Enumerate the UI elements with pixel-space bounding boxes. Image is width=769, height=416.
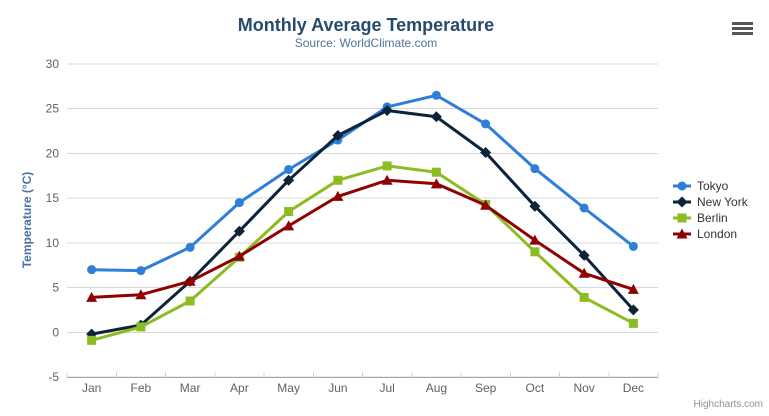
data-point-new-york-oct[interactable] <box>529 200 541 212</box>
hamburger-menu-icon <box>732 27 753 30</box>
data-point-tokyo-sep[interactable] <box>481 119 491 129</box>
x-axis-label-jun: Jun <box>328 381 347 395</box>
series-new-york <box>86 105 639 340</box>
x-axis-label-mar: Mar <box>180 381 201 395</box>
legend-marker-tokyo <box>677 181 687 191</box>
series <box>86 90 639 345</box>
legend-marker-berlin <box>677 213 687 223</box>
data-point-tokyo-mar[interactable] <box>185 242 195 252</box>
legend-label-tokyo: Tokyo <box>697 179 729 193</box>
y-axis-title: Temperature (°C) <box>20 172 34 269</box>
legend-item-tokyo[interactable]: Tokyo <box>673 179 729 193</box>
data-point-london-feb[interactable] <box>135 289 147 300</box>
y-axis-tick-label: 30 <box>46 57 60 71</box>
legend-marker-london <box>676 228 688 239</box>
data-point-tokyo-dec[interactable] <box>628 241 638 251</box>
legend-item-new-york[interactable]: New York <box>673 195 749 209</box>
series-line-london <box>90 178 635 299</box>
x-axis-label-may: May <box>277 381 300 395</box>
context-menu-button[interactable] <box>732 22 753 35</box>
data-point-london-oct[interactable] <box>529 234 541 245</box>
data-point-london-jan[interactable] <box>86 291 98 302</box>
y-axis-tick-label: 15 <box>46 191 60 205</box>
data-point-tokyo-aug[interactable] <box>431 90 441 100</box>
legend: Tokyo New York Berlin London <box>673 179 749 241</box>
series-line-berlin <box>90 164 635 342</box>
data-point-tokyo-feb[interactable] <box>136 266 146 276</box>
series-tokyo <box>87 90 638 276</box>
data-point-tokyo-oct[interactable] <box>530 164 540 174</box>
data-point-berlin-oct[interactable] <box>530 247 540 257</box>
data-point-new-york-jul[interactable] <box>381 105 393 117</box>
data-point-berlin-feb[interactable] <box>136 322 146 332</box>
legend-label-london: London <box>697 227 737 241</box>
data-point-berlin-jan[interactable] <box>87 335 97 345</box>
data-point-new-york-aug[interactable] <box>430 111 442 123</box>
data-point-london-aug[interactable] <box>430 178 442 189</box>
series-line-new-york <box>90 109 635 336</box>
chart-subtitle: Source: WorldClimate.com <box>295 36 438 50</box>
series-berlin <box>87 161 638 345</box>
data-point-new-york-sep[interactable] <box>480 147 492 159</box>
data-point-new-york-dec[interactable] <box>627 304 639 316</box>
legend-marker-new-york <box>676 196 688 208</box>
x-axis-label-aug: Aug <box>426 381 447 395</box>
y-axis-tick-label: 20 <box>46 146 60 160</box>
data-point-london-sep[interactable] <box>480 199 492 210</box>
data-point-london-apr[interactable] <box>233 250 245 261</box>
x-axis-label-nov: Nov <box>573 381 594 395</box>
y-axis-tick-label: 0 <box>52 325 59 339</box>
legend-item-berlin[interactable]: Berlin <box>673 211 728 225</box>
data-point-berlin-aug[interactable] <box>431 167 441 177</box>
legend-label-new-york: New York <box>697 195 749 209</box>
data-point-tokyo-nov[interactable] <box>579 203 589 213</box>
x-axis-label-sep: Sep <box>475 381 497 395</box>
data-point-london-nov[interactable] <box>578 267 590 278</box>
data-point-new-york-may[interactable] <box>283 174 295 186</box>
data-point-london-mar[interactable] <box>184 275 196 286</box>
legend-label-berlin: Berlin <box>697 211 728 225</box>
data-point-new-york-apr[interactable] <box>233 225 245 237</box>
series-london <box>86 174 639 302</box>
x-axis-label-jan: Jan <box>82 381 101 395</box>
chart-title: Monthly Average Temperature <box>238 15 494 35</box>
y-axis-tick-label: 25 <box>46 102 60 116</box>
data-point-berlin-jul[interactable] <box>382 161 392 171</box>
gridlines: -5 0 5 10 15 20 25 30 <box>46 57 658 384</box>
legend-item-london[interactable]: London <box>673 227 737 241</box>
data-point-berlin-mar[interactable] <box>185 296 195 306</box>
data-point-london-may[interactable] <box>283 220 295 231</box>
data-point-berlin-may[interactable] <box>284 207 294 217</box>
y-axis-tick-label: 5 <box>52 281 59 295</box>
x-axis-label-apr: Apr <box>230 381 249 395</box>
data-point-new-york-jun[interactable] <box>332 130 344 142</box>
data-point-tokyo-jan[interactable] <box>87 265 97 275</box>
x-axis-label-jul: Jul <box>379 381 394 395</box>
data-point-london-jul[interactable] <box>381 174 393 185</box>
credits-link[interactable]: Highcharts.com <box>694 399 763 410</box>
data-point-london-dec[interactable] <box>627 283 639 294</box>
data-point-tokyo-may[interactable] <box>284 165 294 175</box>
hamburger-menu-icon <box>732 32 753 35</box>
x-axis-label-feb: Feb <box>131 381 152 395</box>
x-axis-label-oct: Oct <box>526 381 545 395</box>
x-axis: Jan Feb Mar Apr May Jun Jul Aug Sep Oct Nov Dec <box>66 372 659 395</box>
data-point-new-york-nov[interactable] <box>578 249 590 261</box>
hamburger-menu-icon <box>732 22 753 25</box>
y-axis-tick-label: 10 <box>46 236 60 250</box>
data-point-berlin-nov[interactable] <box>579 292 589 302</box>
data-point-tokyo-apr[interactable] <box>234 198 244 208</box>
data-point-berlin-dec[interactable] <box>628 318 638 328</box>
y-axis-tick-label: -5 <box>48 370 59 384</box>
data-point-london-jun[interactable] <box>332 190 344 201</box>
x-axis-label-dec: Dec <box>623 381 644 395</box>
data-point-berlin-jun[interactable] <box>333 175 343 185</box>
